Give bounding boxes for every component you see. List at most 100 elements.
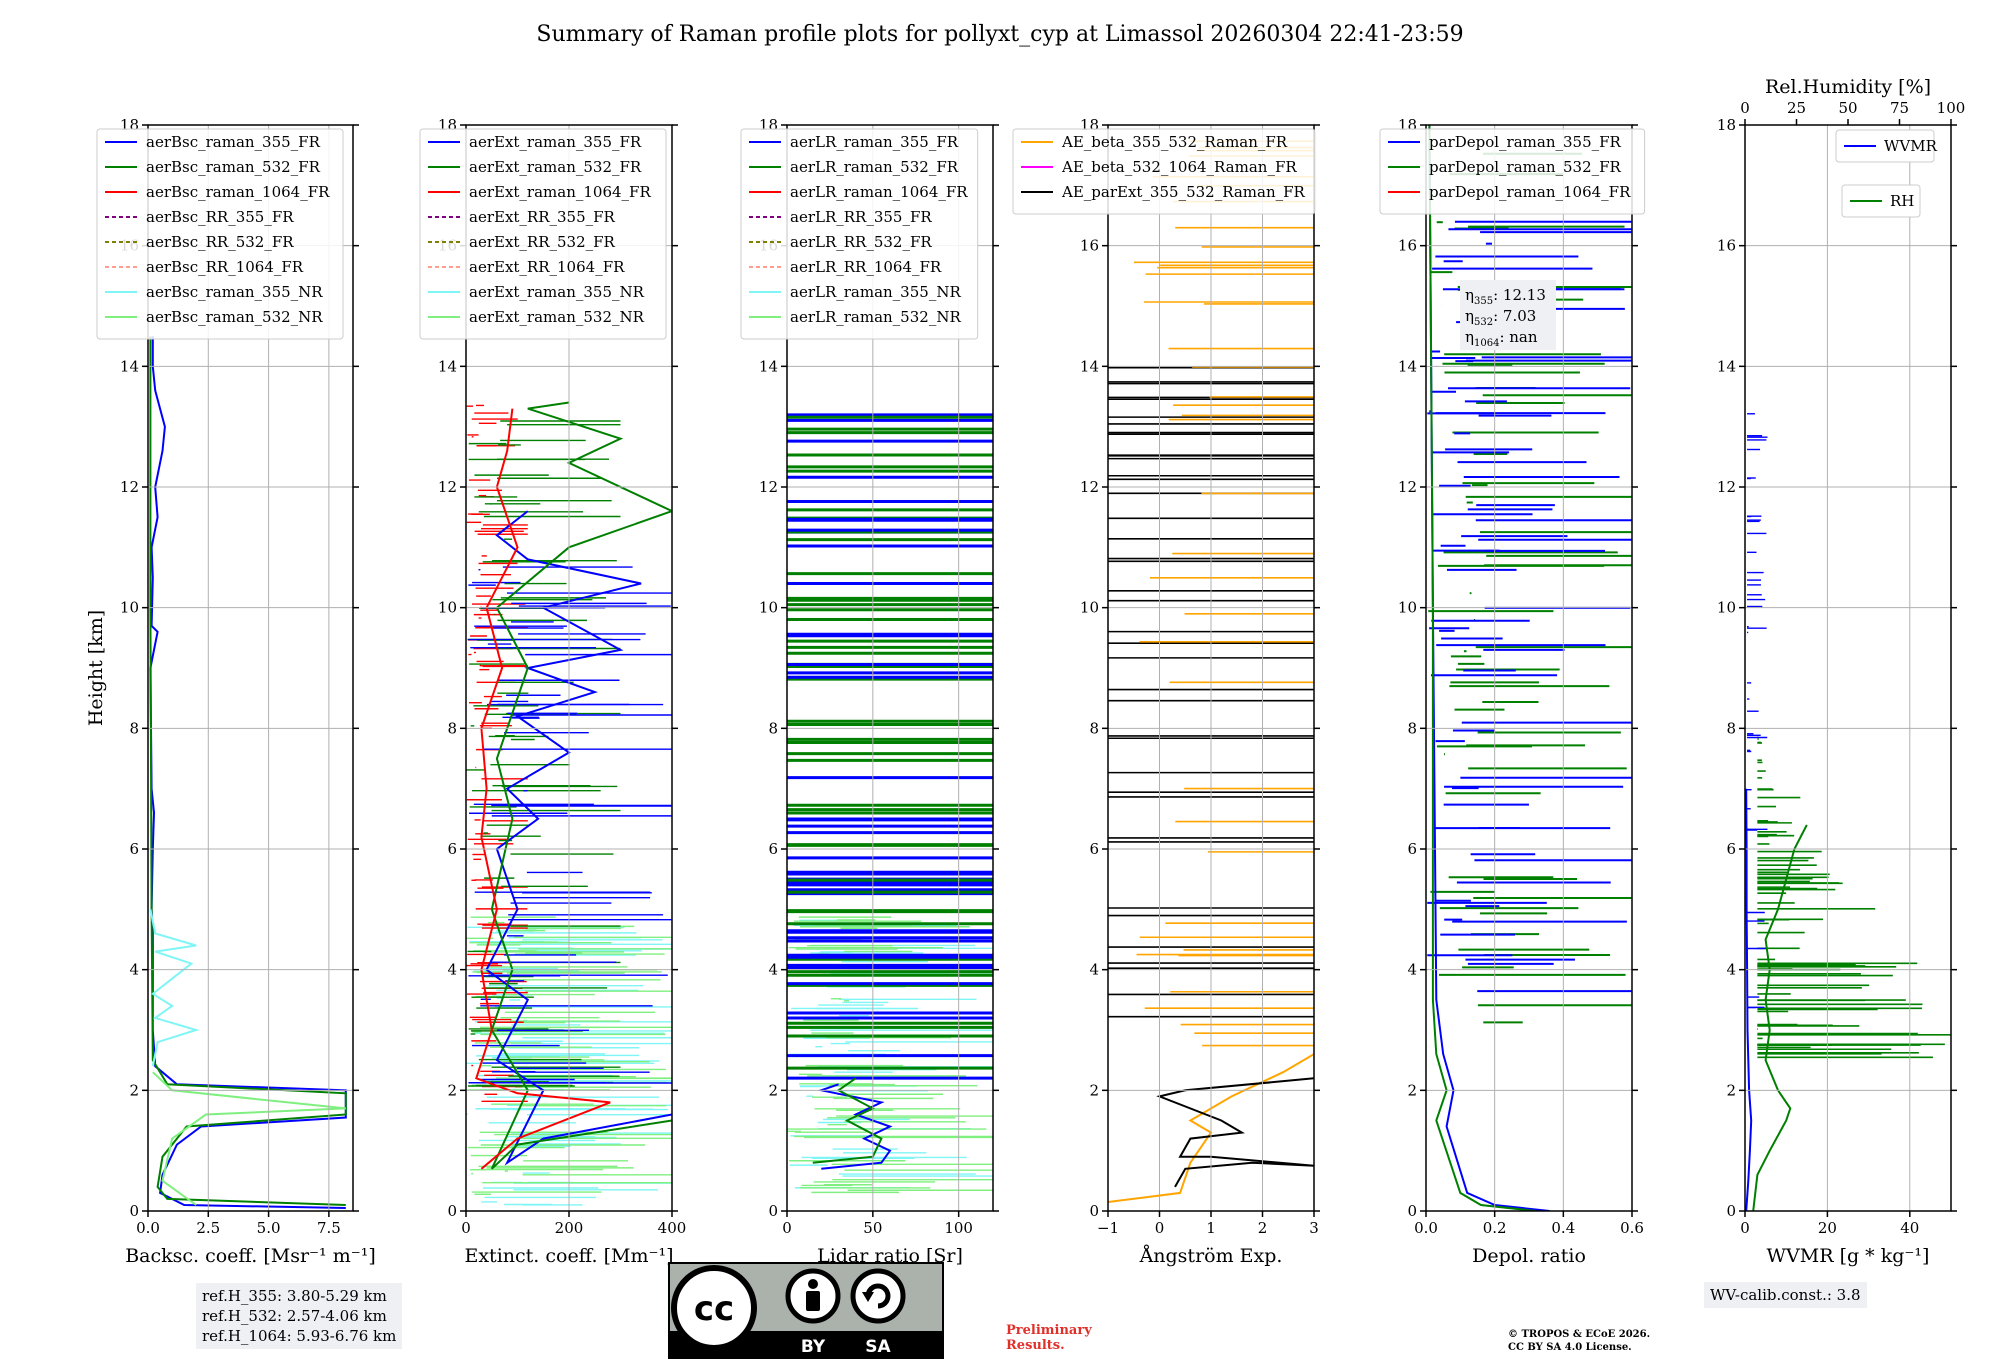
legend-frame [419, 128, 667, 340]
y-tick-label: 10 [1398, 599, 1417, 617]
wv-calib-box: WV-calib.const.: 3.8 [1704, 1282, 1867, 1308]
legend-entry: AE_beta_355_532_Raman_FR [1061, 133, 1288, 151]
y-tick-label: 8 [1089, 719, 1099, 737]
y-tick-label: 12 [1398, 478, 1417, 496]
legend-entry: aerBsc_raman_532_NR [146, 308, 323, 326]
y-tick-label: 0 [1089, 1202, 1099, 1220]
y-tick-label: 14 [1080, 357, 1099, 375]
x-tick-label: 200 [555, 1219, 584, 1237]
legend-entry: aerExt_raman_532_FR [469, 158, 642, 176]
legend: aerExt_raman_355_FR aerExt_raman_532_FRae… [419, 128, 667, 340]
y-tick-label: 4 [768, 961, 778, 979]
annotation-line: η1064: nan [1465, 328, 1538, 349]
series-aerExt_raman_355_FR [485, 510, 672, 1166]
legend-entry: aerBsc_raman_532_FR [146, 158, 321, 176]
series-AE_parExt_355_532_Raman_FR [1156, 1077, 1314, 1188]
legend-entry: aerLR_raman_532_FR [790, 158, 959, 176]
axes-frame [147, 124, 354, 1212]
y-tick-label: 10 [1080, 599, 1099, 617]
copyright-note: © TROPOS & ECoE 2026. CC BY SA 4.0 Licen… [1508, 1328, 1650, 1354]
x-tick-label: 0 [1155, 1219, 1165, 1237]
y-tick-label: 10 [759, 599, 778, 617]
x-tick-label: 100 [944, 1219, 973, 1237]
y-tick-label: 12 [438, 478, 457, 496]
y-tick-label: 16 [1080, 237, 1099, 255]
plot-area [1745, 413, 1951, 1211]
x-tick-label: −1 [1097, 1219, 1119, 1237]
wv-calib-const: WV-calib.const.: 3.8 [1710, 1286, 1861, 1304]
y-tick-label: 2 [1089, 1081, 1099, 1099]
legend-entry: AE_beta_532_1064_Raman_FR [1061, 158, 1297, 176]
legend-entry: RH [1890, 192, 1914, 210]
top-x-tick-label: 0 [1740, 99, 1750, 117]
y-tick-label: 0 [129, 1202, 139, 1220]
legend: WVMR RH [1835, 129, 1938, 218]
legend-entry: aerBsc_raman_355_NR [146, 283, 323, 301]
plot-area [1427, 125, 1632, 1211]
legend-entry: aerBsc_RR_532_FR [146, 233, 294, 251]
x-tick-label: 40 [1900, 1219, 1919, 1237]
y-tick-label: 2 [1726, 1081, 1736, 1099]
legend-entry: aerExt_RR_532_FR [469, 233, 616, 251]
reference-height-box: ref.H_355: 3.80-5.29 km ref.H_532: 2.57-… [196, 1283, 403, 1349]
x-tick-label: 0.4 [1551, 1219, 1575, 1237]
legend-entry: aerLR_raman_1064_FR [790, 183, 968, 201]
annotation-line: η355: 12.13 [1465, 286, 1546, 307]
y-tick-label: 2 [1407, 1081, 1417, 1099]
y-axis-label: Height [km] [85, 610, 107, 726]
by-text: BY [801, 1337, 826, 1357]
legend-entry: aerLR_RR_532_FR [790, 233, 932, 251]
y-tick-label: 12 [1717, 478, 1736, 496]
series-aerExt_raman_532_FR [490, 401, 672, 1170]
y-tick-label: 8 [1726, 719, 1736, 737]
plot-area [787, 413, 993, 1194]
y-tick-label: 12 [120, 478, 139, 496]
series-RH [1752, 824, 1808, 1211]
axes-frame [1425, 124, 1633, 1212]
y-tick-label: 0 [1407, 1202, 1417, 1220]
legend-entry: AE_parExt_355_532_Raman_FR [1061, 183, 1306, 201]
x-tick-label: 0.6 [1620, 1219, 1644, 1237]
legend-frame [1379, 128, 1646, 215]
legend-entry: aerExt_raman_355_NR [469, 283, 645, 301]
legend-entry: aerExt_RR_1064_FR [469, 258, 625, 276]
y-tick-label: 18 [1717, 116, 1736, 134]
legend-entry: aerBsc_RR_355_FR [146, 208, 294, 226]
y-tick-label: 2 [129, 1081, 139, 1099]
legend-entry: aerLR_raman_532_NR [790, 308, 961, 326]
series-aerBsc_raman_532_FR [149, 336, 347, 1206]
copyright-line-1: © TROPOS & ECoE 2026. [1508, 1329, 1651, 1340]
y-tick-label: 4 [447, 961, 457, 979]
legend-entry: parDepol_raman_355_FR [1429, 133, 1622, 151]
legend: aerLR_raman_355_FR aerLR_raman_532_FR aerL… [740, 128, 979, 340]
legend-entry: aerBsc_RR_1064_FR [146, 258, 304, 276]
figure-title: Summary of Raman profile plots for polly… [536, 22, 1464, 47]
y-tick-label: 12 [1080, 478, 1099, 496]
y-tick-label: 10 [1717, 599, 1736, 617]
legend-entry: parDepol_raman_532_FR [1429, 158, 1622, 176]
ref-h-1064: ref.H_1064: 5.93-6.76 km [202, 1327, 397, 1345]
legend-entry: aerExt_raman_355_FR [469, 133, 642, 151]
legend: aerBsc_raman_355_FR aerBsc_raman_532_FRae… [96, 128, 344, 340]
cc-text: cc [694, 1289, 734, 1329]
y-tick-label: 8 [1407, 719, 1417, 737]
top-x-tick-label: 25 [1787, 99, 1806, 117]
y-tick-label: 8 [447, 719, 457, 737]
legend: parDepol_raman_355_FR parDepol_raman_532_… [1379, 128, 1646, 215]
legend-frame [1012, 128, 1316, 215]
top-axis-label: Rel.Humidity [%] [1765, 76, 1931, 98]
top-x-tick-label: 100 [1937, 99, 1966, 117]
x-tick-label: 2 [1258, 1219, 1268, 1237]
x-tick-label: 50 [863, 1219, 882, 1237]
ref-h-532: ref.H_532: 2.57-4.06 km [202, 1307, 387, 1325]
y-tick-label: 8 [129, 719, 139, 737]
legend-entry: aerLR_RR_1064_FR [790, 258, 942, 276]
axes-frame [786, 124, 994, 1212]
x-tick-label: 2.5 [196, 1219, 220, 1237]
x-axis-label: WVMR [g * kg⁻¹] [1767, 1245, 1930, 1267]
series-aerBsc_raman_355_FR [149, 336, 347, 1209]
x-tick-label: 0 [782, 1219, 792, 1237]
